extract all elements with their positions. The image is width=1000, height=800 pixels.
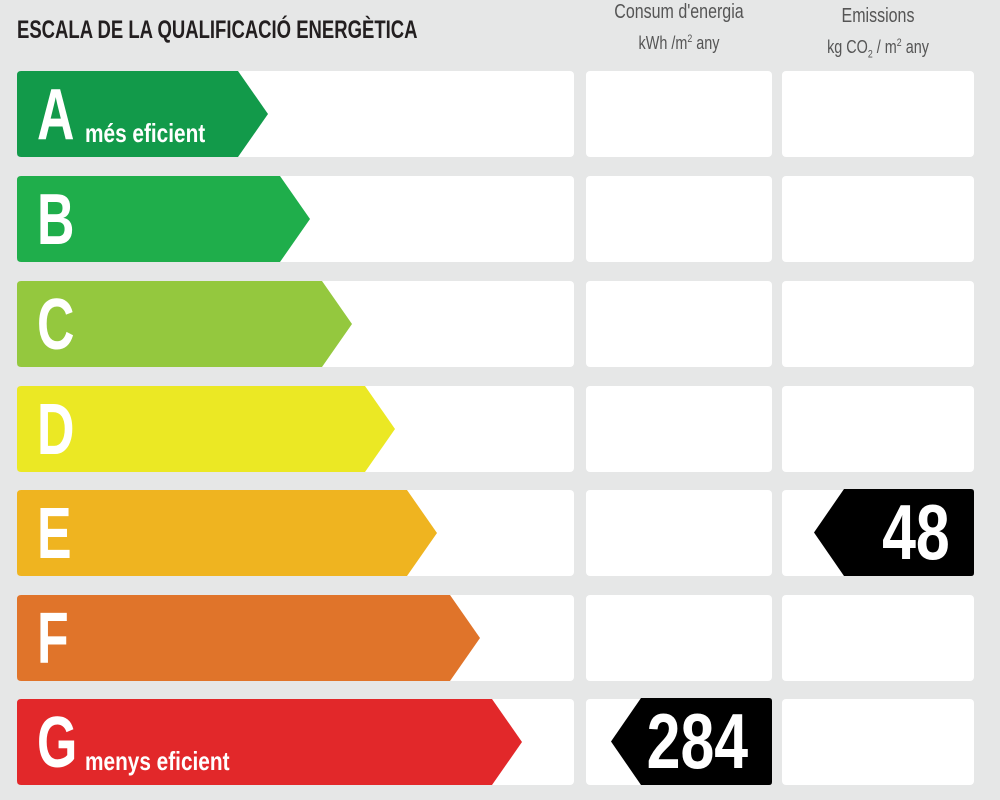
emissions-cell [782, 386, 974, 472]
unit-text: any [901, 37, 929, 57]
energy-cell [586, 281, 772, 367]
energy-cell [586, 595, 772, 681]
unit-sup: 2 [896, 37, 902, 49]
energy-cell [586, 386, 772, 472]
class-arrow-e: E [17, 490, 437, 576]
class-label: menys eficient [85, 746, 230, 776]
unit-text: / m [872, 37, 897, 57]
emissions-cell [782, 71, 974, 157]
class-label: més eficient [85, 118, 206, 148]
class-arrow-c: C [17, 281, 352, 367]
unit-sup: 2 [687, 33, 693, 45]
class-letter: G [37, 703, 78, 783]
class-arrow-d: D [17, 386, 395, 472]
class-letter: A [37, 75, 75, 155]
energy-column-title: Consum d'energia [614, 1, 744, 23]
class-arrow-f: F [17, 595, 480, 681]
energy-cell [586, 71, 772, 157]
class-letter: B [37, 180, 75, 260]
emissions-column-unit: kg CO2 / m2 any [801, 38, 955, 61]
unit-text: kWh /m [638, 33, 688, 53]
emissions-rating-badge: 48 [814, 488, 974, 576]
energy-rating-badge-value: 284 [646, 697, 748, 785]
class-arrow-b: B [17, 176, 310, 262]
unit-sub: 2 [867, 48, 873, 61]
emissions-cell [782, 595, 974, 681]
class-letter: E [37, 494, 72, 574]
emissions-cell [782, 281, 974, 367]
class-letter: F [37, 599, 69, 679]
emissions-rating-badge-value: 48 [882, 488, 950, 576]
emissions-cell [782, 699, 974, 785]
page-title: ESCALA DE LA QUALIFICACIÓ ENERGÈTICA [17, 16, 418, 44]
energy-cell [586, 176, 772, 262]
energy-column-unit: kWh /m2 any [605, 33, 754, 53]
energy-cell [586, 490, 772, 576]
unit-text: kg CO [827, 37, 868, 57]
class-letter: D [37, 390, 75, 470]
unit-text: any [692, 33, 720, 53]
emissions-cell [782, 176, 974, 262]
emissions-column-title: Emissions [841, 5, 915, 27]
energy-rating-badge: 284 [611, 697, 772, 785]
class-letter: C [37, 285, 75, 365]
